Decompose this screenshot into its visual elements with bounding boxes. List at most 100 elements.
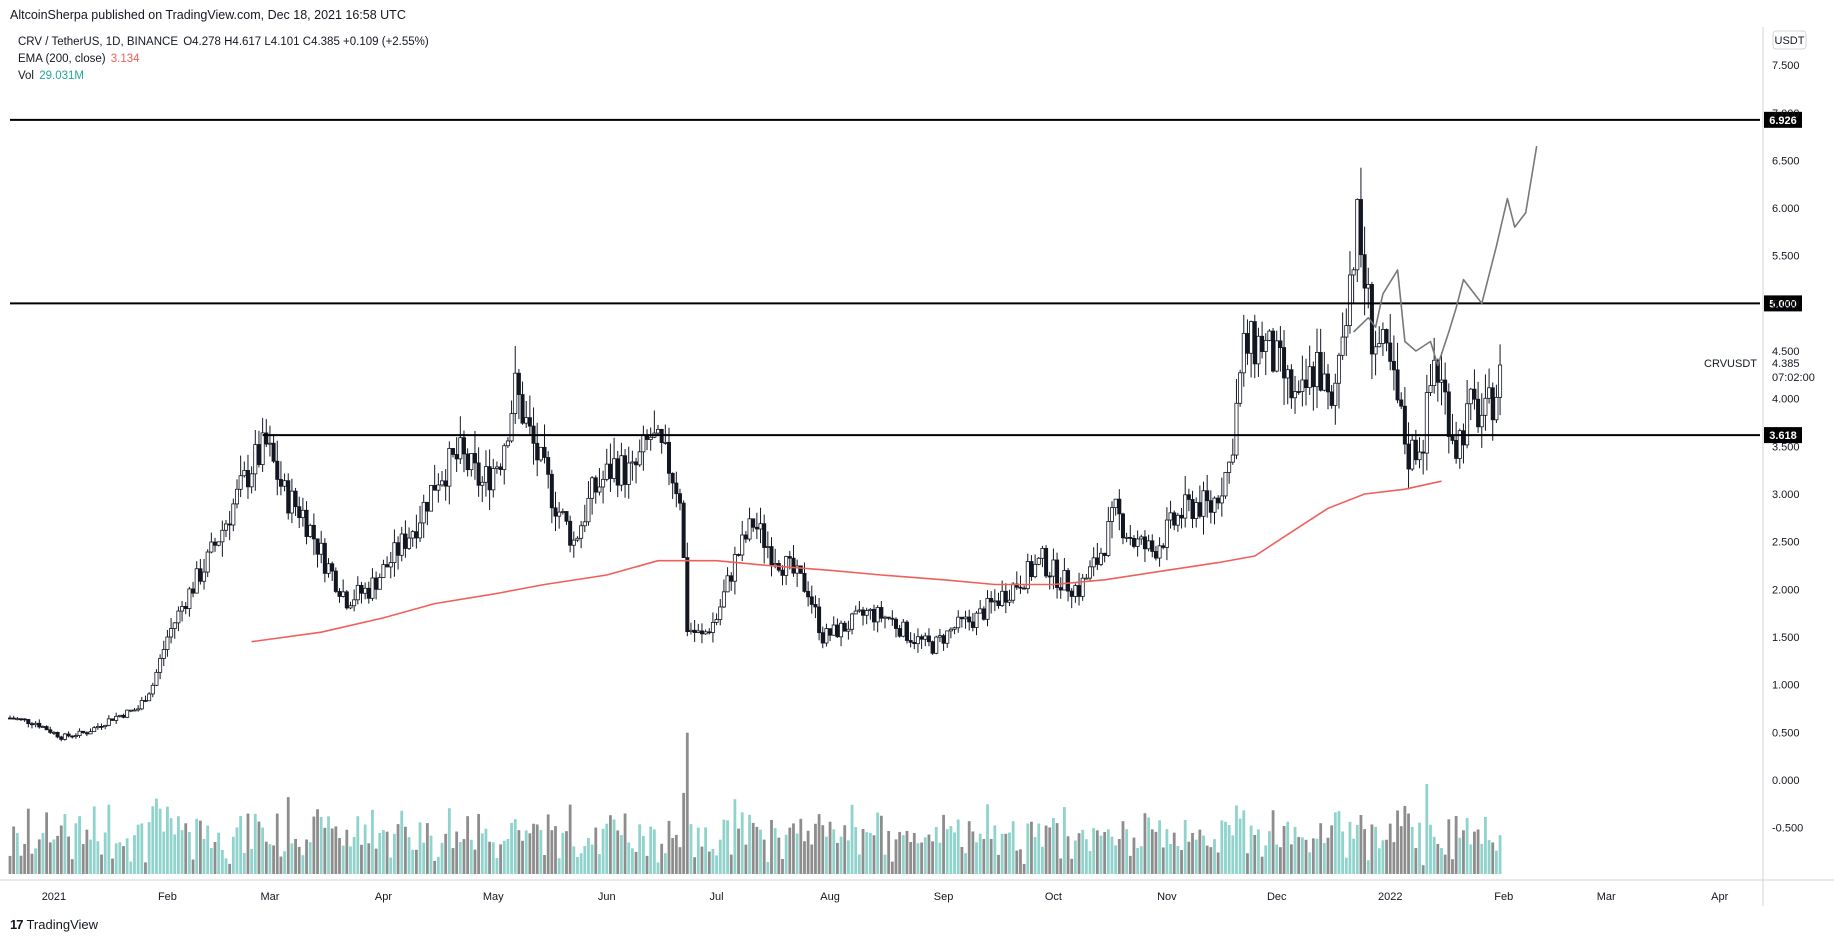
symbol-title: CRV / TetherUS, 1D, BINANCE (18, 36, 178, 48)
candle (502, 443, 507, 485)
candle (458, 416, 463, 465)
volume-bar (1370, 824, 1374, 874)
volume-bar (484, 828, 488, 874)
symbol-legend-row[interactable]: CRV / TetherUS, 1D, BINANCE O4.278 H4.61… (18, 34, 429, 51)
candle (293, 487, 298, 516)
candle (795, 559, 800, 587)
candle (912, 633, 917, 650)
candle (505, 437, 510, 448)
candle (590, 476, 595, 515)
candle (930, 640, 935, 655)
candle (26, 719, 31, 728)
candle (450, 448, 455, 458)
candle (692, 619, 697, 643)
volume-bar (1227, 825, 1231, 874)
candle (758, 507, 763, 544)
projection-layer[interactable] (1353, 145, 1538, 367)
time-tick-label: Jul (710, 891, 724, 903)
candle (615, 451, 620, 498)
candle (44, 725, 49, 731)
candle (630, 450, 635, 481)
volume-bar (305, 839, 308, 874)
volume-bar (1125, 829, 1129, 874)
candle (469, 453, 474, 477)
candle (509, 400, 514, 443)
volume-bar (1344, 857, 1348, 874)
candle (1476, 381, 1481, 433)
candle (1080, 573, 1085, 601)
brand-footer[interactable]: 17 TradingView (10, 917, 98, 932)
time-tick-label: Apr (375, 891, 392, 903)
candle (670, 472, 675, 499)
volume-bar (1191, 832, 1194, 874)
candle (352, 589, 357, 612)
time-tick-label: Nov (1157, 891, 1177, 903)
volume-bar (85, 829, 89, 874)
volume-bar (367, 843, 371, 874)
candle (132, 707, 137, 712)
volume-bar (920, 842, 924, 874)
price-axis[interactable]: 7.500 7.000 6.500 6.000 5.500 5.000 4.500 4.000… (1772, 60, 1803, 834)
candle (769, 537, 774, 577)
volume-bar (960, 846, 964, 874)
candle (634, 457, 639, 484)
volume-bar (349, 846, 352, 874)
volume-bar (1458, 837, 1462, 874)
levels-layer[interactable]: 6.926 5.000 3.618 (10, 111, 1802, 444)
volume-bar (667, 820, 671, 874)
volume-bar (206, 825, 210, 874)
volume-bar (1333, 812, 1337, 874)
volume-bar (1073, 840, 1077, 874)
candle (1362, 226, 1367, 316)
volume-bar (1019, 849, 1022, 874)
volume-bar (1275, 844, 1279, 874)
candle (410, 530, 415, 547)
candle (319, 530, 324, 564)
volume-bar (1114, 845, 1118, 874)
volume-bar (682, 792, 686, 874)
volume-bar (748, 814, 751, 874)
volume-bar (1495, 850, 1498, 874)
time-axis[interactable]: 2021 Feb Mar Apr May Jun Jul Aug Sep Oct Nov Dec 202… (42, 891, 1729, 903)
candle (879, 600, 884, 623)
volume-bar (1077, 833, 1081, 874)
volume-bar (561, 832, 565, 874)
candle (659, 428, 664, 454)
candle (754, 512, 759, 540)
projection-drawing[interactable] (1353, 145, 1538, 367)
volume-bar (334, 826, 338, 874)
volume-bar (934, 826, 938, 874)
candle (787, 550, 792, 570)
volume-legend-row[interactable]: Vol 29.031M (18, 68, 429, 85)
currency-badge[interactable]: USDT (1772, 30, 1807, 50)
price-tick-label: 4.000 (1772, 394, 1800, 406)
candle (1183, 476, 1188, 528)
candle (652, 410, 657, 439)
candle (1073, 583, 1078, 603)
volume-bar (1403, 805, 1407, 874)
chart-legend[interactable]: CRV / TetherUS, 1D, BINANCE O4.278 H4.61… (18, 34, 429, 85)
volume-bar (737, 828, 740, 874)
candle (1036, 557, 1041, 566)
candle (363, 582, 368, 600)
last-price-value: 4.385 (1772, 358, 1800, 370)
candle (125, 709, 130, 719)
volume-bar (532, 823, 535, 874)
volume-bar (224, 858, 228, 874)
candle (11, 715, 16, 720)
volume-bar (264, 841, 268, 874)
candle (66, 731, 71, 738)
ema-legend-row[interactable]: EMA (200, close) 3.134 (18, 51, 429, 68)
volume-bar (169, 818, 173, 874)
candle (593, 475, 598, 504)
time-tick-label: Jun (598, 891, 616, 903)
volume-bar (26, 808, 30, 874)
time-tick-label: Feb (158, 891, 177, 903)
volume-bar (1110, 836, 1114, 874)
volume-bar (1070, 858, 1074, 874)
price-tick-label: 7.000 (1772, 108, 1800, 120)
candle (1406, 422, 1411, 490)
candle (1483, 374, 1488, 431)
candle (1274, 330, 1279, 373)
